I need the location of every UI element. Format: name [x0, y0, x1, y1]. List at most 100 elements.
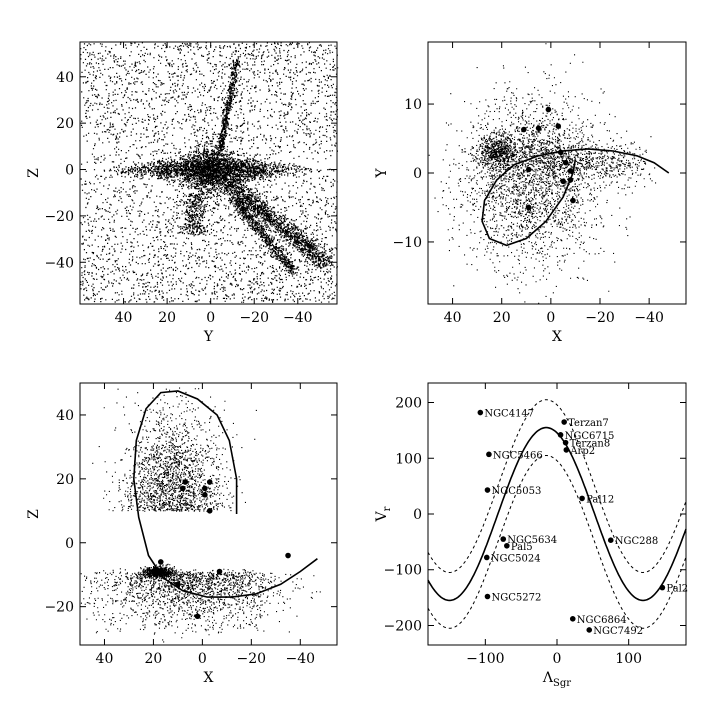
globular-cluster-point [555, 123, 562, 129]
model-upper-bound [427, 399, 687, 574]
cluster-label: Terzan7 [568, 418, 609, 429]
x-tick-label: 100 [615, 651, 642, 667]
y-tick-label: −10 [392, 235, 422, 251]
globular-cluster-point [484, 593, 491, 600]
panel-y-z: 40 20 0 −20 −40 −40 −20 0 20 40 Y Z [26, 41, 339, 345]
x-tick-label: −40 [286, 651, 316, 667]
panel-x-z: 40 20 0 −20 −40 −20 0 20 40 X Z [26, 382, 338, 686]
y-tick-label: 0 [413, 507, 422, 523]
model-curve [427, 426, 687, 602]
x-tick-label: −40 [283, 310, 313, 326]
globular-cluster-point [557, 432, 564, 438]
cluster-label: NGC6715 [565, 431, 615, 442]
globular-cluster-point [206, 508, 213, 514]
y-axis-label: Y [374, 168, 390, 179]
globular-cluster-point [560, 178, 566, 185]
y-tick-label: −200 [384, 618, 422, 634]
y-tick-label: −40 [44, 255, 74, 271]
y-axis-label: Z [26, 168, 42, 178]
x-tick-label: 20 [493, 310, 511, 326]
cluster-label: NGC4147 [484, 409, 534, 420]
globular-cluster-point [525, 204, 532, 211]
globular-cluster-point [483, 554, 490, 561]
globular-cluster-point [182, 479, 189, 485]
y-tick-label: 100 [395, 451, 422, 467]
cluster-label: NGC5272 [491, 593, 541, 604]
globular-cluster-point [567, 177, 574, 183]
panel-x-y: 40 20 0 −20 −40 −10 0 10 X Y [374, 41, 687, 345]
x-tick-label: −20 [239, 310, 269, 326]
y-tick-label: 40 [56, 70, 74, 86]
globular-cluster-point [202, 485, 208, 492]
globular-cluster-point [206, 479, 213, 485]
x-tick-label: 40 [96, 651, 114, 667]
x-tick-label: 0 [553, 651, 562, 667]
y-tick-label: 0 [65, 536, 74, 552]
globular-cluster-point [484, 487, 491, 493]
x-axis-label-sub: Sgr [553, 678, 571, 689]
globular-cluster-point [175, 581, 181, 588]
y-tick-label: −20 [44, 600, 74, 616]
x-tick-label: −20 [585, 310, 615, 326]
y-tick-label: 20 [56, 472, 74, 488]
globular-cluster-point [477, 409, 484, 416]
cluster-label: NGC5466 [493, 450, 543, 461]
y-tick-label: 200 [395, 396, 422, 412]
cluster-label: NGC5053 [491, 486, 541, 497]
x-axis-label: ΛSgr [542, 670, 571, 689]
x-tick-label: 20 [158, 310, 176, 326]
cluster-label: Pal2 [666, 584, 688, 595]
cluster-label: NGC288 [615, 536, 658, 547]
globular-cluster-point [567, 168, 574, 174]
globular-cluster-point [285, 552, 291, 559]
globular-cluster-point [579, 495, 585, 502]
cluster-label: NGC6864 [577, 615, 627, 626]
plot-frame [427, 382, 687, 646]
globular-cluster-point [545, 106, 552, 113]
y-axis-label: Vr [374, 506, 393, 522]
y-axis-label-sub: r [382, 506, 393, 511]
plot-frame [79, 41, 338, 305]
cluster-label: NGC7492 [593, 626, 643, 637]
x-tick-label: −20 [237, 651, 267, 667]
cluster-label: Arp2 [569, 446, 595, 457]
globular-cluster-point [504, 542, 510, 549]
y-tick-label: 20 [56, 116, 74, 132]
x-tick-label: 20 [145, 651, 163, 667]
x-tick-label: 0 [206, 310, 215, 326]
y-tick-label: 40 [56, 408, 74, 424]
cluster-label: NGC5634 [507, 535, 557, 546]
globular-cluster-point [557, 149, 564, 156]
x-tick-label: −100 [466, 651, 504, 667]
globular-cluster-point [525, 166, 532, 173]
globular-cluster-point [569, 616, 576, 622]
particle-cloud [80, 387, 321, 643]
cluster-label: Terzan8 [570, 439, 611, 450]
globular-cluster-point [607, 537, 614, 543]
globular-cluster-point [157, 559, 164, 565]
particle-cloud [428, 43, 657, 304]
y-axis-label: Z [26, 509, 42, 519]
x-tick-label: 0 [546, 310, 555, 326]
globular-cluster-point [570, 197, 576, 204]
globular-cluster-point [194, 613, 201, 620]
globular-cluster-point [562, 159, 569, 166]
cluster-label: NGC5024 [491, 553, 541, 564]
y-tick-label: 0 [65, 163, 74, 179]
plot-frame [427, 41, 687, 305]
plot-frame [79, 382, 338, 646]
orbit-curve [132, 390, 318, 598]
x-axis-label: Y [203, 329, 214, 345]
x-tick-label: 40 [444, 310, 462, 326]
x-tick-label: 40 [115, 310, 133, 326]
x-tick-label: 0 [198, 651, 207, 667]
globular-cluster-point [500, 536, 507, 542]
globular-cluster-point [535, 125, 542, 131]
y-tick-label: −100 [384, 563, 422, 579]
globular-cluster-point [216, 568, 223, 575]
globular-cluster-point [521, 126, 527, 133]
globular-cluster-point [586, 627, 593, 633]
globular-cluster-point [486, 451, 492, 458]
